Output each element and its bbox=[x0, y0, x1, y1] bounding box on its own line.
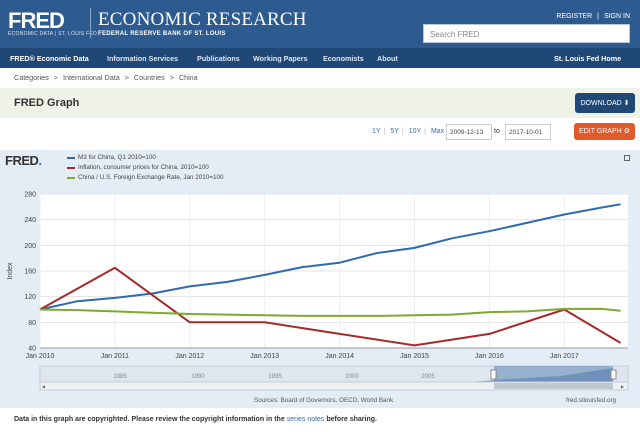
breadcrumb-countries[interactable]: Countries bbox=[133, 73, 165, 82]
chart-panel: FRED. M3 for China, Q1 2010=100 Inflatio… bbox=[0, 150, 640, 408]
range-10y[interactable]: 10Y bbox=[408, 128, 422, 135]
y-tick-label: 160 bbox=[24, 269, 36, 276]
legend-swatch bbox=[67, 167, 75, 169]
breadcrumb-categories[interactable]: Categories bbox=[14, 73, 49, 82]
navigator-year-label: 2005 bbox=[421, 374, 435, 380]
y-tick-label: 120 bbox=[24, 294, 36, 301]
nav-st-louis-fed-home[interactable]: St. Louis Fed Home bbox=[554, 54, 622, 63]
edit-graph-button[interactable]: EDIT GRAPH ⚙ bbox=[574, 123, 635, 140]
range-1y[interactable]: 1Y bbox=[372, 128, 381, 135]
register-link[interactable]: REGISTER bbox=[556, 13, 593, 20]
chart-fred-mark: . bbox=[38, 153, 42, 168]
header-divider bbox=[90, 8, 91, 38]
x-tick-label: Jan 2012 bbox=[175, 353, 204, 360]
legend-label: Inflation, consumer prices for China, 20… bbox=[78, 164, 209, 171]
nav-about[interactable]: About bbox=[377, 54, 398, 63]
breadcrumb-international-data[interactable]: International Data bbox=[62, 73, 120, 82]
navigator-year-label: 2000 bbox=[345, 374, 359, 380]
navigator-scrollbar[interactable] bbox=[39, 381, 629, 391]
breadcrumb-separator: > bbox=[124, 73, 129, 82]
copyright-note: Data in this graph are copyrighted. Plea… bbox=[14, 416, 377, 423]
auth-separator: | bbox=[597, 13, 599, 20]
navigator-year-label: 1990 bbox=[191, 374, 205, 380]
fred-url[interactable]: fred.stlouisfed.org bbox=[566, 397, 617, 404]
fullscreen-icon[interactable] bbox=[624, 155, 630, 161]
x-tick-label: Jan 2010 bbox=[26, 353, 55, 360]
x-tick-label: Jan 2017 bbox=[550, 353, 579, 360]
legend-item-inflation[interactable]: Inflation, consumer prices for China, 20… bbox=[67, 164, 223, 174]
legend-label: China / U.S. Foreign Exchange Rate, Jan … bbox=[78, 174, 224, 181]
navigator-scroll-thumb[interactable] bbox=[494, 383, 613, 389]
range-max[interactable]: Max bbox=[430, 128, 445, 135]
search-input[interactable]: Search FRED bbox=[423, 24, 630, 43]
date-to-label: to bbox=[494, 128, 500, 135]
main-nav: FRED® Economic Data Information Services… bbox=[0, 48, 640, 68]
x-tick-label: Jan 2015 bbox=[400, 353, 429, 360]
y-tick-label: 280 bbox=[24, 192, 36, 199]
line-chart: 40 80 120 160 200 240 280 Index Jan 2010 Jan 201… bbox=[7, 192, 629, 391]
legend-item-exchange-rate[interactable]: China / U.S. Foreign Exchange Rate, Jan … bbox=[67, 174, 223, 184]
x-tick-label: Jan 2011 bbox=[101, 353, 129, 360]
y-tick-label: 240 bbox=[24, 217, 36, 224]
scroll-right-icon[interactable]: ▸ bbox=[621, 385, 624, 391]
y-tick-label: 200 bbox=[24, 243, 36, 250]
legend-item-m3[interactable]: M3 for China, Q1 2010=100 bbox=[67, 154, 223, 164]
series-notes-link[interactable]: series notes bbox=[286, 416, 325, 423]
fred-logo-tagline: ECONOMIC DATA | ST. LOUIS FED bbox=[8, 31, 97, 37]
nav-fred-economic-data[interactable]: FRED® Economic Data bbox=[10, 54, 89, 63]
range-separator: | bbox=[401, 128, 404, 135]
series-line-0 bbox=[39, 203, 621, 311]
scroll-left-icon[interactable]: ◂ bbox=[42, 385, 45, 391]
copyright-note-suffix: before sharing. bbox=[326, 416, 377, 423]
navigator-year-label: 1995 bbox=[268, 374, 282, 380]
series-line-2 bbox=[39, 307, 621, 317]
breadcrumb-separator: > bbox=[169, 73, 174, 82]
navigator-left-handle[interactable] bbox=[490, 369, 497, 380]
nav-information-services[interactable]: Information Services bbox=[107, 54, 179, 63]
legend-swatch bbox=[67, 177, 75, 179]
start-date-input[interactable]: 2009-12-13 bbox=[446, 124, 492, 140]
nav-working-papers[interactable]: Working Papers bbox=[253, 54, 308, 63]
legend-swatch bbox=[67, 157, 75, 159]
breadcrumb-china[interactable]: China bbox=[178, 73, 198, 82]
copyright-note-prefix: Data in this graph are copyrighted. Plea… bbox=[14, 416, 285, 423]
breadcrumb-separator: > bbox=[53, 73, 58, 82]
range-navigator[interactable]: ◂ ▸ 1985 1990 1995 2000 2005 bbox=[39, 365, 629, 391]
y-axis-label: Index bbox=[7, 262, 14, 280]
nav-publications[interactable]: Publications bbox=[197, 54, 240, 63]
chart-fred-logo: FRED. bbox=[5, 153, 42, 168]
x-tick-label: Jan 2013 bbox=[250, 353, 279, 360]
series-line-1 bbox=[39, 266, 622, 347]
chart-source: Sources: Board of Governors, OECD, World… bbox=[254, 397, 394, 404]
y-tick-label: 80 bbox=[28, 320, 36, 327]
graph-title-bar: FRED Graph DOWNLOAD ⬇ bbox=[0, 88, 640, 118]
range-separator: | bbox=[424, 128, 426, 135]
site-title[interactable]: ECONOMIC RESEARCH bbox=[98, 9, 307, 30]
auth-links: REGISTER | SIGN IN bbox=[553, 13, 630, 20]
legend-label: M3 for China, Q1 2010=100 bbox=[78, 154, 156, 161]
navigator-year-label: 1985 bbox=[113, 374, 127, 380]
y-tick-label: 40 bbox=[28, 346, 36, 353]
range-selector: 1Y | 5Y | 10Y | Max bbox=[372, 128, 447, 135]
chart-fred-brand: FRED bbox=[5, 153, 39, 168]
x-tick-label: Jan 2014 bbox=[325, 353, 354, 360]
breadcrumb: Categories > International Data > Countr… bbox=[14, 73, 201, 82]
range-5y[interactable]: 5Y bbox=[390, 128, 399, 135]
sign-in-link[interactable]: SIGN IN bbox=[603, 13, 630, 20]
range-separator: | bbox=[383, 128, 386, 135]
navigator-right-handle[interactable] bbox=[610, 369, 617, 380]
x-tick-label: Jan 2016 bbox=[475, 353, 504, 360]
site-subtitle: FEDERAL RESERVE BANK OF ST. LOUIS bbox=[98, 31, 226, 37]
site-header: FRED ECONOMIC DATA | ST. LOUIS FED ECONO… bbox=[0, 0, 640, 48]
download-button[interactable]: DOWNLOAD ⬇ bbox=[575, 93, 635, 113]
chart-legend: M3 for China, Q1 2010=100 Inflation, con… bbox=[67, 154, 223, 184]
end-date-input[interactable]: 2017-10-01 bbox=[505, 124, 551, 140]
fred-logo[interactable]: FRED bbox=[8, 8, 65, 33]
nav-economists[interactable]: Economists bbox=[323, 54, 364, 63]
page-title: FRED Graph bbox=[14, 97, 80, 109]
